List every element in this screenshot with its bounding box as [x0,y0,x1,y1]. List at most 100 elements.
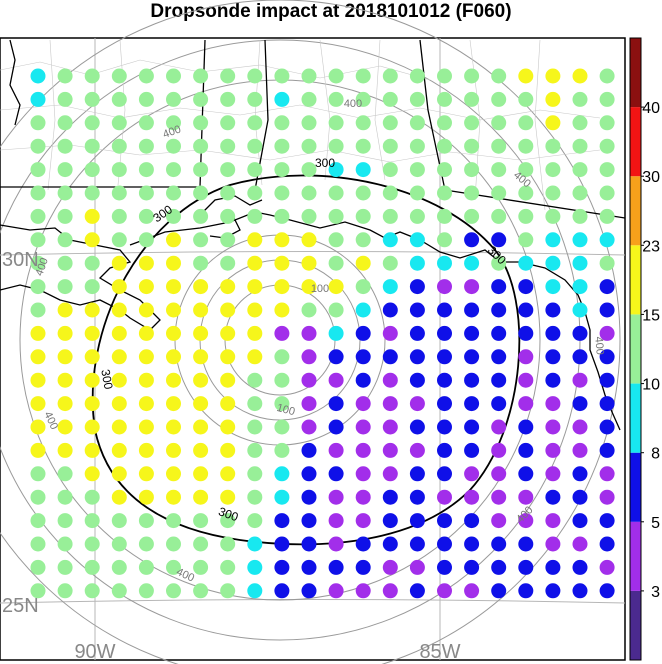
sonde-impact-dot [30,115,46,131]
sonde-impact-dot [301,232,317,248]
sonde-impact-dot [464,279,480,295]
sonde-impact-dot [464,466,480,482]
sonde-impact-dot [355,536,371,552]
lat-label-25n: 25N [2,595,39,617]
sonde-impact-dot [247,489,263,505]
sonde-impact-dot [111,162,127,178]
sonde-impact-dot [518,232,534,248]
sonde-impact-dot [572,583,588,599]
sonde-impact-dot [518,138,534,154]
sonde-impact-dot [491,325,507,341]
sonde-impact-dot [328,372,344,388]
sonde-impact-dot [247,559,263,575]
sonde-impact-dot [491,419,507,435]
sonde-impact-dot [301,559,317,575]
sonde-impact-dot [138,68,154,84]
sonde-impact-dot [220,442,236,458]
sonde-impact-dot [382,68,398,84]
sonde-impact-dot [193,372,209,388]
sonde-impact-dot [84,349,100,365]
sonde-impact-dot [328,442,344,458]
sonde-impact-dot [437,583,452,599]
sonde-impact-dot [84,442,100,458]
sonde-impact-dot [464,115,480,131]
contour-label: 300 [217,504,241,524]
sonde-impact-dot [111,325,127,341]
sonde-impact-dot [328,349,344,365]
sonde-impact-dot [57,372,73,388]
sonde-impact-dot [328,91,344,107]
sonde-impact-dot [84,279,100,295]
sonde-impact-dot [409,583,425,599]
sonde-impact-dot [30,536,46,552]
sonde-impact-dot [518,396,534,412]
sonde-impact-dot [166,162,181,178]
sonde-impact-dot [409,396,425,412]
sonde-impact-dot [572,442,588,458]
sonde-impact-dot [166,513,181,529]
sonde-impact-dot [84,162,100,178]
sonde-impact-dot [247,279,263,295]
sonde-impact-dot [518,536,534,552]
sonde-impact-dot [301,396,317,412]
sonde-impact-dot [57,466,73,482]
sonde-impact-dot [545,349,561,365]
sonde-impact-dot [355,255,371,271]
sonde-impact-dot [328,68,344,84]
sonde-impact-dot [545,232,561,248]
sonde-impact-dot [301,372,317,388]
sonde-impact-dot [111,255,127,271]
sonde-impact-dot [328,208,344,224]
sonde-impact-dot [274,396,290,412]
sonde-impact-dot [274,466,290,482]
sonde-impact-dot [30,325,46,341]
sonde-impact-dot [274,419,290,435]
sonde-impact-dot [599,466,615,482]
sonde-impact-dot [572,68,588,84]
sonde-impact-dot [274,91,290,107]
sonde-impact-dot [437,279,452,295]
sonde-impact-dot [84,466,100,482]
sonde-impact-dot [437,208,452,224]
sonde-impact-dot [518,255,534,271]
sonde-impact-dot [437,559,452,575]
sonde-impact-dot [572,255,588,271]
sonde-impact-dot [193,279,209,295]
sonde-impact-dot [491,513,507,529]
sonde-impact-dot [111,396,127,412]
sonde-impact-dot [382,138,398,154]
colorbar-segment [630,452,641,522]
sonde-impact-dot [545,466,561,482]
sonde-impact-dot [518,489,534,505]
sonde-impact-dot [57,162,73,178]
sonde-impact-dot [247,185,263,201]
sonde-impact-dot [518,68,534,84]
sonde-impact-dot [572,536,588,552]
sonde-impact-dot [30,302,46,318]
sonde-impact-dot [166,536,181,552]
sonde-impact-dot [518,466,534,482]
sonde-impact-dot [545,208,561,224]
sonde-impact-dot [111,208,127,224]
sonde-impact-dot [382,583,398,599]
sonde-impact-dot [437,419,452,435]
sonde-impact-dot [409,255,425,271]
sonde-impact-dot [355,138,371,154]
sonde-impact-dot [84,536,100,552]
colorbar-frame [629,37,642,661]
sonde-impact-dot [355,162,371,178]
sonde-impact-dot [518,349,534,365]
sonde-impact-dot [84,419,100,435]
sonde-impact-dot [193,559,209,575]
sonde-impact-dot [382,255,398,271]
sonde-impact-dot [138,255,154,271]
sonde-impact-dot [57,232,73,248]
sonde-impact-dot [464,489,480,505]
sonde-impact-dot [545,536,561,552]
contour-label: 100 [311,283,329,295]
sonde-impact-dot [491,115,507,131]
sonde-impact-dot [409,536,425,552]
sonde-impact-dot [491,372,507,388]
sonde-impact-dot [57,68,73,84]
sonde-impact-dot [57,419,73,435]
